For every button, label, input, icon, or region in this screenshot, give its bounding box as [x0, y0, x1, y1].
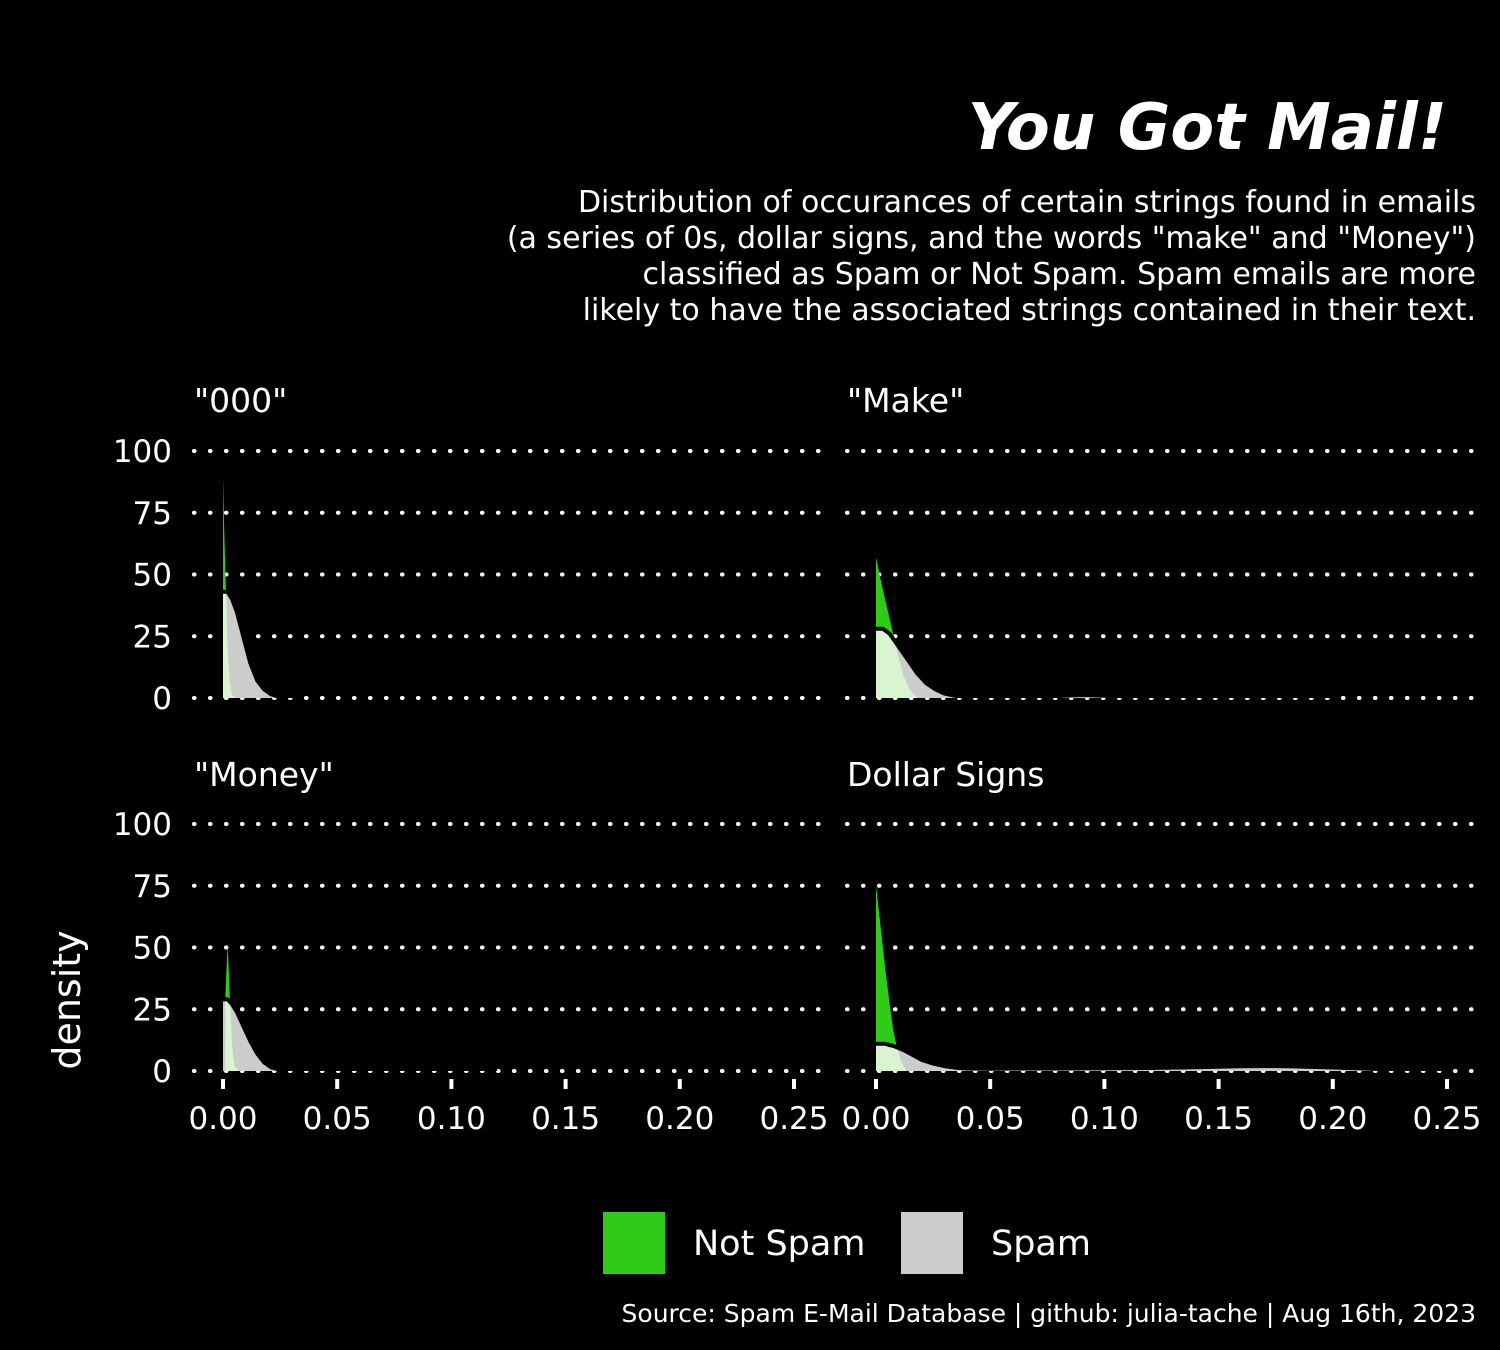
- density-outline-spam: [223, 589, 303, 698]
- density-area-spam: [223, 999, 498, 1071]
- density-area-spam: [876, 628, 1333, 698]
- facet-panels: "000" 0 25 50 75 100 "Make" "Money" 0 25 50 75 100 0.…: [113, 381, 1482, 1137]
- facet-title: "Make": [847, 381, 964, 420]
- x-tick-label: 0.00: [841, 1101, 910, 1137]
- x-tick-label: 0.00: [188, 1101, 257, 1137]
- density-outline-spam: [876, 626, 1333, 698]
- chart-subtitle: Distribution of occurances of certain st…: [507, 185, 1476, 328]
- x-tick-label: 0.10: [1070, 1101, 1139, 1137]
- density-outline-spam: [876, 1041, 1448, 1071]
- legend: Not Spam Spam: [603, 1212, 1091, 1274]
- x-tick-label: 0.15: [531, 1101, 600, 1137]
- chart-caption: Source: Spam E-Mail Database | github: j…: [622, 1299, 1476, 1328]
- legend-swatch-not-spam: [603, 1212, 665, 1274]
- facet-panel: "000" 0 25 50 75 100: [113, 381, 827, 717]
- density-outline-spam: [223, 997, 498, 1071]
- density-areas: [223, 475, 303, 698]
- density-area-spam: [876, 1043, 1447, 1071]
- legend-label-spam: Spam: [991, 1224, 1091, 1264]
- y-tick-label: 100: [113, 807, 172, 843]
- density-areas: [223, 942, 498, 1071]
- y-tick-label: 75: [133, 496, 172, 532]
- y-axis-title: density: [45, 930, 89, 1069]
- y-tick-label: 25: [133, 992, 172, 1028]
- x-tick-label: 0.05: [303, 1101, 372, 1137]
- subtitle-line: likely to have the associated strings co…: [583, 293, 1476, 328]
- facet-panel: "Money" 0 25 50 75 100 0.00 0.05 0.10 0.15 0.20 0.2…: [113, 755, 829, 1137]
- x-tick-label: 0.15: [1184, 1101, 1253, 1137]
- legend-swatch-spam: [901, 1212, 963, 1274]
- y-tick-label: 50: [133, 931, 172, 967]
- x-tick-label: 0.25: [1412, 1101, 1481, 1137]
- facet-panel: Dollar Signs 0.00 0.05 0.10 0.15 0.20 0.25: [841, 755, 1481, 1137]
- y-tick-label: 100: [113, 434, 172, 470]
- density-area-spam: [223, 591, 303, 698]
- facet-panel: "Make": [845, 381, 1480, 700]
- x-tick-label: 0.10: [417, 1101, 486, 1137]
- y-tick-label: 25: [133, 619, 172, 655]
- y-tick-label: 75: [133, 869, 172, 905]
- y-tick-label: 0: [152, 1054, 172, 1090]
- subtitle-line: (a series of 0s, dollar signs, and the w…: [507, 221, 1476, 256]
- x-tick-label: 0.20: [645, 1101, 714, 1137]
- chart-title: You Got Mail!: [968, 91, 1447, 165]
- y-tick-label: 0: [152, 681, 172, 717]
- facet-title: "000": [194, 381, 287, 420]
- x-tick-label: 0.20: [1298, 1101, 1367, 1137]
- facet-title: Dollar Signs: [847, 755, 1044, 794]
- density-areas: [876, 557, 1333, 698]
- x-tick-label: 0.25: [759, 1101, 828, 1137]
- density-areas: [876, 885, 1448, 1071]
- subtitle-line: classified as Spam or Not Spam. Spam ema…: [643, 257, 1477, 292]
- x-tick-label: 0.05: [956, 1101, 1025, 1137]
- y-tick-label: 50: [133, 558, 172, 594]
- facet-title: "Money": [194, 755, 334, 794]
- legend-label-not-spam: Not Spam: [693, 1224, 865, 1264]
- density-area-not-spam: [876, 885, 906, 1071]
- subtitle-line: Distribution of occurances of certain st…: [578, 185, 1476, 220]
